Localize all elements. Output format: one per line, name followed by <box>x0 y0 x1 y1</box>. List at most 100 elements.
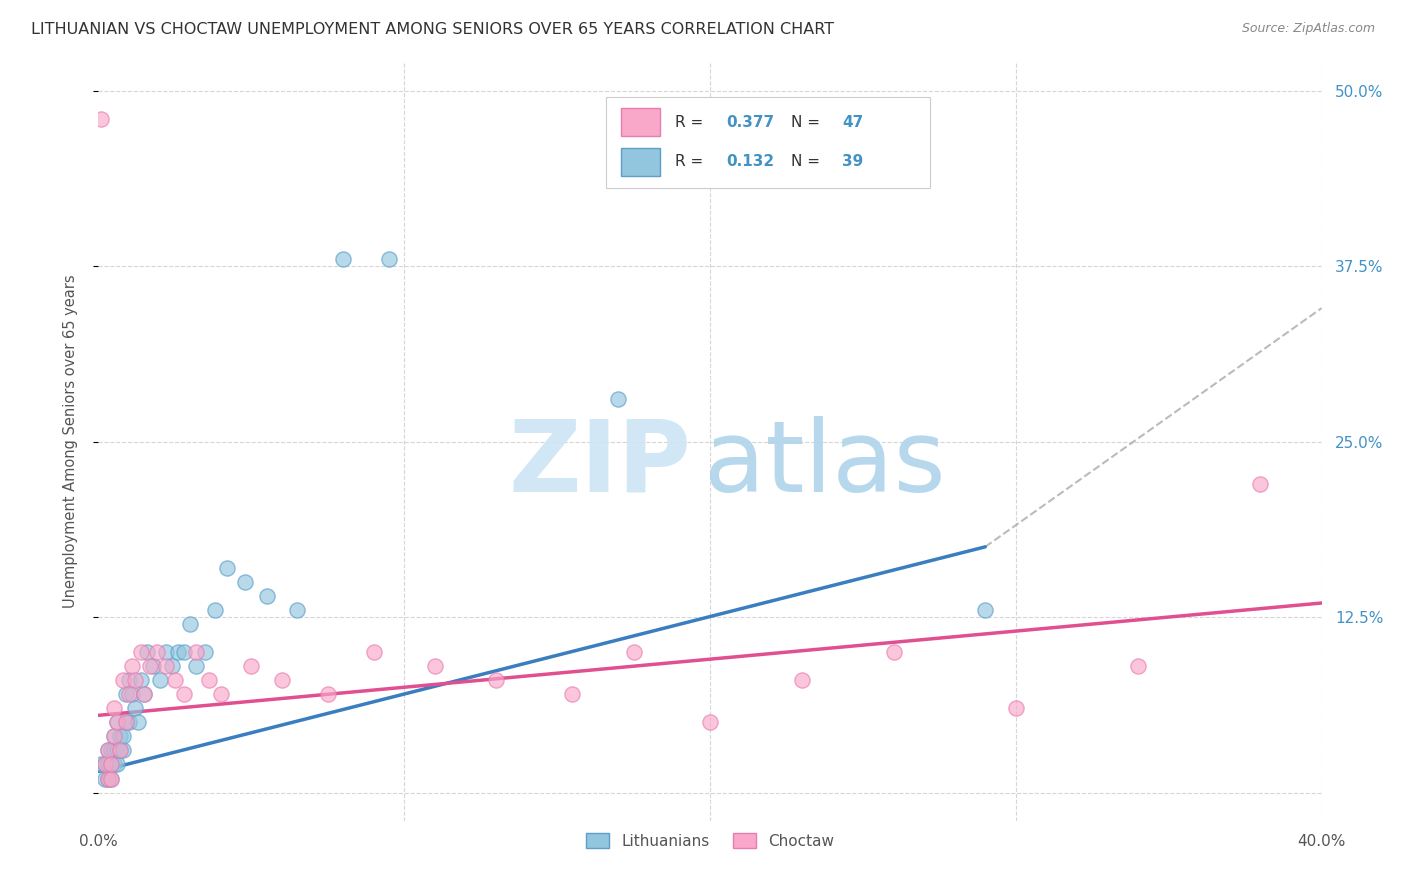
Y-axis label: Unemployment Among Seniors over 65 years: Unemployment Among Seniors over 65 years <box>63 275 77 608</box>
Point <box>105 743 128 757</box>
Point <box>194 645 217 659</box>
Point <box>240 659 263 673</box>
Point <box>111 730 134 744</box>
Point <box>124 701 146 715</box>
Text: 0.132: 0.132 <box>725 153 775 169</box>
Point <box>97 743 120 757</box>
Point <box>1249 476 1271 491</box>
Point <box>204 603 226 617</box>
Text: R =: R = <box>675 153 703 169</box>
Point <box>127 715 149 730</box>
Point <box>97 772 120 786</box>
Point <box>118 715 141 730</box>
Point <box>485 673 508 688</box>
Point <box>332 252 354 266</box>
Point <box>173 687 195 701</box>
Point <box>173 645 195 659</box>
Point <box>136 645 159 659</box>
Text: atlas: atlas <box>704 416 946 513</box>
Point <box>118 673 141 688</box>
Point <box>160 659 183 673</box>
Legend: Lithuanians, Choctaw: Lithuanians, Choctaw <box>581 827 839 855</box>
Point <box>108 743 131 757</box>
Point <box>129 645 152 659</box>
Point <box>93 757 115 772</box>
Point <box>100 743 122 757</box>
Point <box>111 673 134 688</box>
Point <box>883 645 905 659</box>
Point <box>90 757 112 772</box>
Point <box>100 772 122 786</box>
Point <box>103 757 125 772</box>
Point <box>145 645 167 659</box>
Point <box>256 589 278 603</box>
Point <box>607 392 630 407</box>
Point <box>105 757 128 772</box>
Point <box>111 743 134 757</box>
Text: LITHUANIAN VS CHOCTAW UNEMPLOYMENT AMONG SENIORS OVER 65 YEARS CORRELATION CHART: LITHUANIAN VS CHOCTAW UNEMPLOYMENT AMONG… <box>31 22 834 37</box>
Point <box>97 757 120 772</box>
Point <box>97 743 120 757</box>
Point <box>233 574 256 589</box>
Point <box>100 757 122 772</box>
Point <box>561 687 583 701</box>
Text: N =: N = <box>790 115 820 130</box>
Point <box>100 757 122 772</box>
Text: ZIP: ZIP <box>509 416 692 513</box>
Point <box>699 715 721 730</box>
Point <box>103 743 125 757</box>
Point <box>790 673 813 688</box>
Point <box>186 659 208 673</box>
Text: Source: ZipAtlas.com: Source: ZipAtlas.com <box>1241 22 1375 36</box>
Point <box>105 715 128 730</box>
Text: 47: 47 <box>842 115 863 130</box>
Point <box>115 715 138 730</box>
FancyBboxPatch shape <box>620 148 659 177</box>
Point <box>270 673 292 688</box>
Point <box>129 673 152 688</box>
Point <box>378 252 401 266</box>
Point <box>93 772 115 786</box>
FancyBboxPatch shape <box>606 96 931 187</box>
Point <box>93 757 115 772</box>
Point <box>90 112 112 126</box>
Point <box>623 645 645 659</box>
Point <box>121 687 143 701</box>
Point <box>118 687 141 701</box>
Point <box>103 701 125 715</box>
Point <box>105 715 128 730</box>
Point <box>121 659 143 673</box>
Point <box>124 673 146 688</box>
Point <box>139 659 162 673</box>
Point <box>134 687 156 701</box>
Point <box>108 730 131 744</box>
Point <box>155 645 177 659</box>
Point <box>149 673 172 688</box>
Point <box>209 687 232 701</box>
Point <box>100 772 122 786</box>
Point <box>108 743 131 757</box>
Point <box>167 645 190 659</box>
Text: 0.377: 0.377 <box>725 115 775 130</box>
Point <box>285 603 308 617</box>
Point <box>155 659 177 673</box>
Point <box>974 603 997 617</box>
Point <box>103 730 125 744</box>
FancyBboxPatch shape <box>620 108 659 136</box>
Point <box>142 659 165 673</box>
Point <box>316 687 339 701</box>
Point <box>1004 701 1026 715</box>
Point <box>363 645 385 659</box>
Point <box>115 715 138 730</box>
Point <box>423 659 446 673</box>
Point <box>163 673 186 688</box>
Point <box>186 645 208 659</box>
Text: N =: N = <box>790 153 820 169</box>
Point <box>1128 659 1150 673</box>
Point <box>215 561 238 575</box>
Point <box>103 730 125 744</box>
Point <box>197 673 219 688</box>
Text: R =: R = <box>675 115 703 130</box>
Point <box>134 687 156 701</box>
Point <box>97 772 120 786</box>
